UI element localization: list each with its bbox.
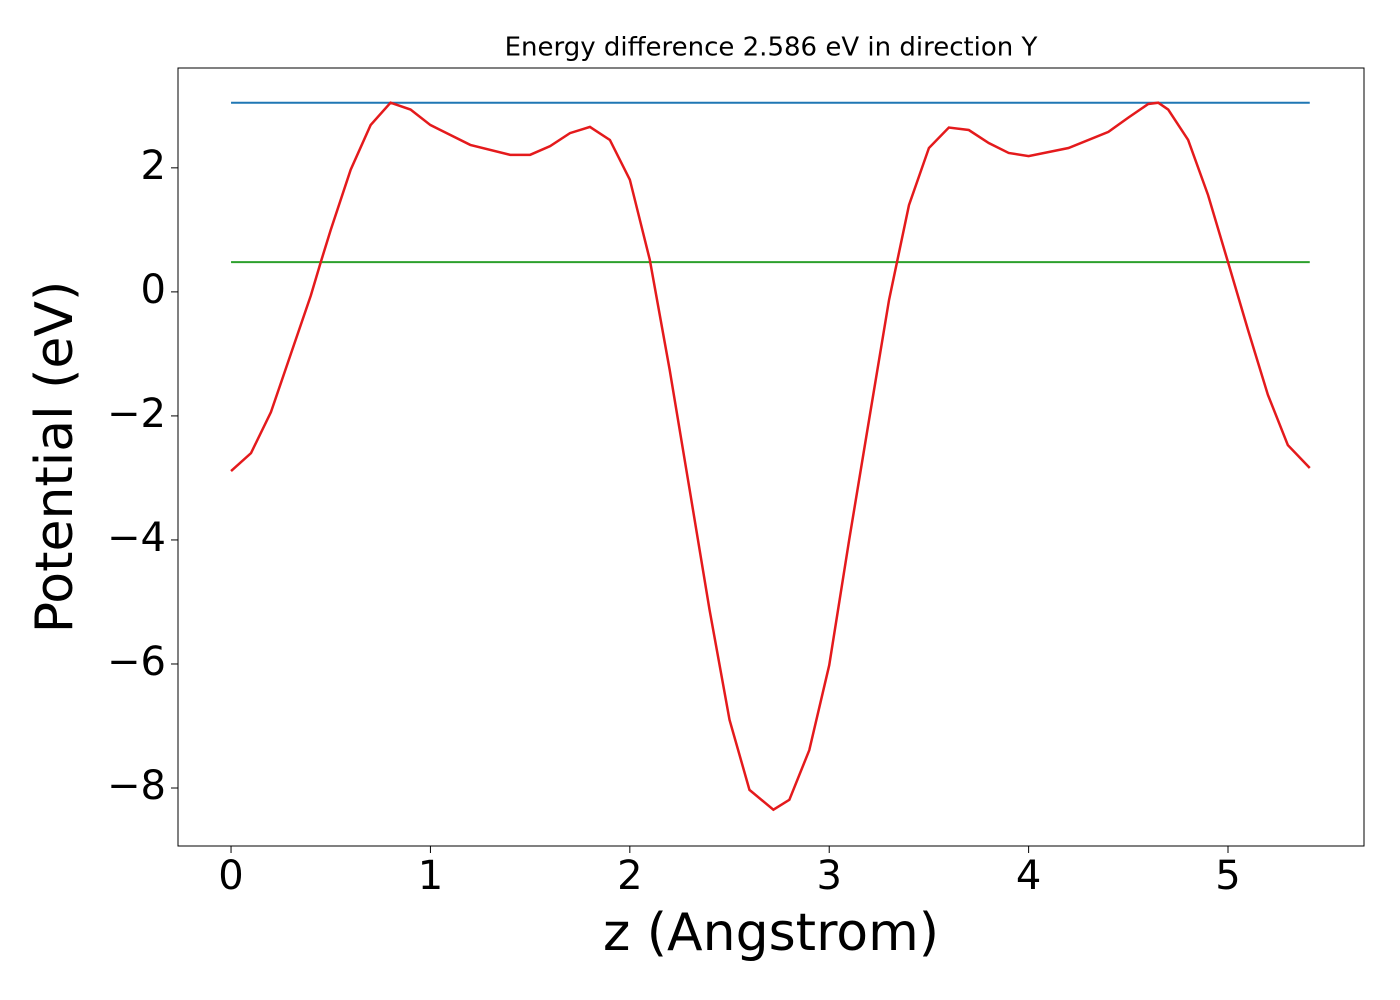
y-tick-label: −4 xyxy=(107,515,166,561)
x-tick-label: 5 xyxy=(1215,853,1240,899)
y-axis-label: Potential (eV) xyxy=(25,281,85,633)
y-tick-label: −2 xyxy=(107,391,166,437)
y-tick-label: −6 xyxy=(107,639,166,685)
x-tick-label: 1 xyxy=(418,853,443,899)
x-axis-label: z (Angstrom) xyxy=(603,903,939,963)
x-tick-label: 0 xyxy=(218,853,243,899)
plot-frame xyxy=(177,67,1365,847)
y-tick-label: −8 xyxy=(107,763,166,809)
x-tick-label: 4 xyxy=(1016,853,1041,899)
chart-title: Energy difference 2.586 eV in direction … xyxy=(505,33,1038,63)
y-tick-label: 2 xyxy=(141,143,166,189)
line-series xyxy=(230,101,1311,812)
y-tick-label: 0 xyxy=(141,267,166,313)
x-tick-label: 3 xyxy=(816,853,841,899)
x-tick-label: 2 xyxy=(617,853,642,899)
